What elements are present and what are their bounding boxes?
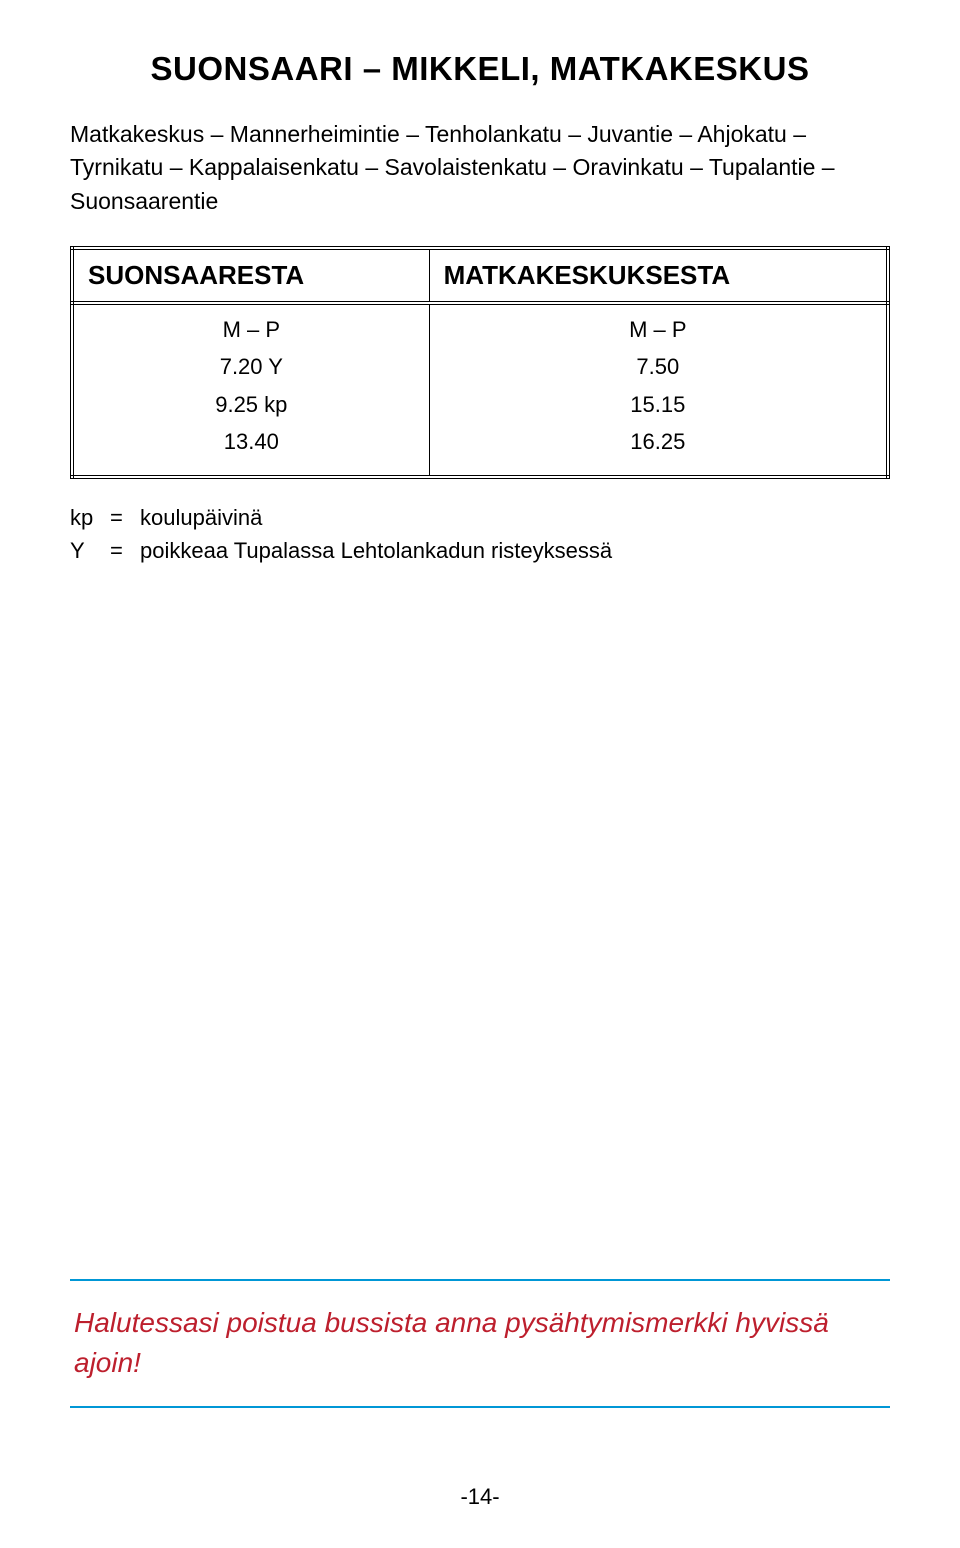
legend: kp = koulupäivinä Y = poikkeaa Tupalassa…	[70, 501, 890, 567]
legend-key: kp	[70, 501, 110, 534]
cell-value: 7.50	[440, 348, 876, 385]
legend-row: kp = koulupäivinä	[70, 501, 890, 534]
legend-key: Y	[70, 534, 110, 567]
cell-value: 7.20 Y	[84, 348, 419, 385]
route-description: Matkakeskus – Mannerheimintie – Tenholan…	[70, 118, 890, 218]
col-header-right: MATKAKESKUKSESTA	[429, 248, 888, 303]
table-row: M – P 7.20 Y 9.25 kp 13.40 M – P 7.50 15…	[72, 303, 888, 477]
table-header-row: SUONSAARESTA MATKAKESKUKSESTA	[72, 248, 888, 303]
notice-text: Halutessasi poistua bussista anna pysäht…	[74, 1303, 886, 1384]
notice-region: Halutessasi poistua bussista anna pysäht…	[70, 1279, 890, 1408]
page-title: SUONSAARI – MIKKELI, MATKAKESKUS	[70, 50, 890, 88]
legend-eq: =	[110, 534, 140, 567]
subheader-left: M – P	[84, 311, 419, 348]
legend-eq: =	[110, 501, 140, 534]
legend-desc: koulupäivinä	[140, 501, 262, 534]
legend-desc: poikkeaa Tupalassa Lehtolankadun risteyk…	[140, 534, 612, 567]
cell-value: 15.15	[440, 386, 876, 423]
table-cell-left: M – P 7.20 Y 9.25 kp 13.40	[72, 303, 429, 477]
cell-value: 13.40	[84, 423, 419, 460]
cell-value: 16.25	[440, 423, 876, 460]
notice-box: Halutessasi poistua bussista anna pysäht…	[70, 1279, 890, 1408]
subheader-right: M – P	[440, 311, 876, 348]
cell-value: 9.25 kp	[84, 386, 419, 423]
col-header-left: SUONSAARESTA	[72, 248, 429, 303]
table-cell-right: M – P 7.50 15.15 16.25	[429, 303, 888, 477]
legend-row: Y = poikkeaa Tupalassa Lehtolankadun ris…	[70, 534, 890, 567]
schedule-table: SUONSAARESTA MATKAKESKUKSESTA M – P 7.20…	[70, 246, 890, 479]
page-root: SUONSAARI – MIKKELI, MATKAKESKUS Matkake…	[0, 0, 960, 1548]
page-number: -14-	[0, 1484, 960, 1510]
